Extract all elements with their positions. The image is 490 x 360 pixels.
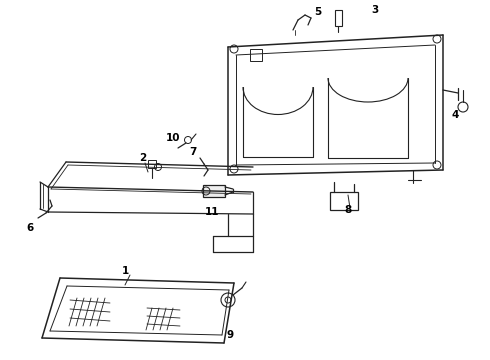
Text: 9: 9 [226,330,234,340]
Bar [335,10,342,26]
Text: 1: 1 [122,266,129,276]
Bar [203,185,225,197]
Bar [148,160,156,168]
Bar [330,192,358,210]
Text: 4: 4 [451,110,459,120]
Text: 6: 6 [26,223,34,233]
Text: 5: 5 [315,7,321,17]
Text: 2: 2 [139,153,147,163]
Text: 3: 3 [371,5,379,15]
Text: 10: 10 [166,133,180,143]
Bar [250,49,262,61]
Text: 8: 8 [344,205,352,215]
Text: 7: 7 [189,147,196,157]
Text: 11: 11 [205,207,219,217]
